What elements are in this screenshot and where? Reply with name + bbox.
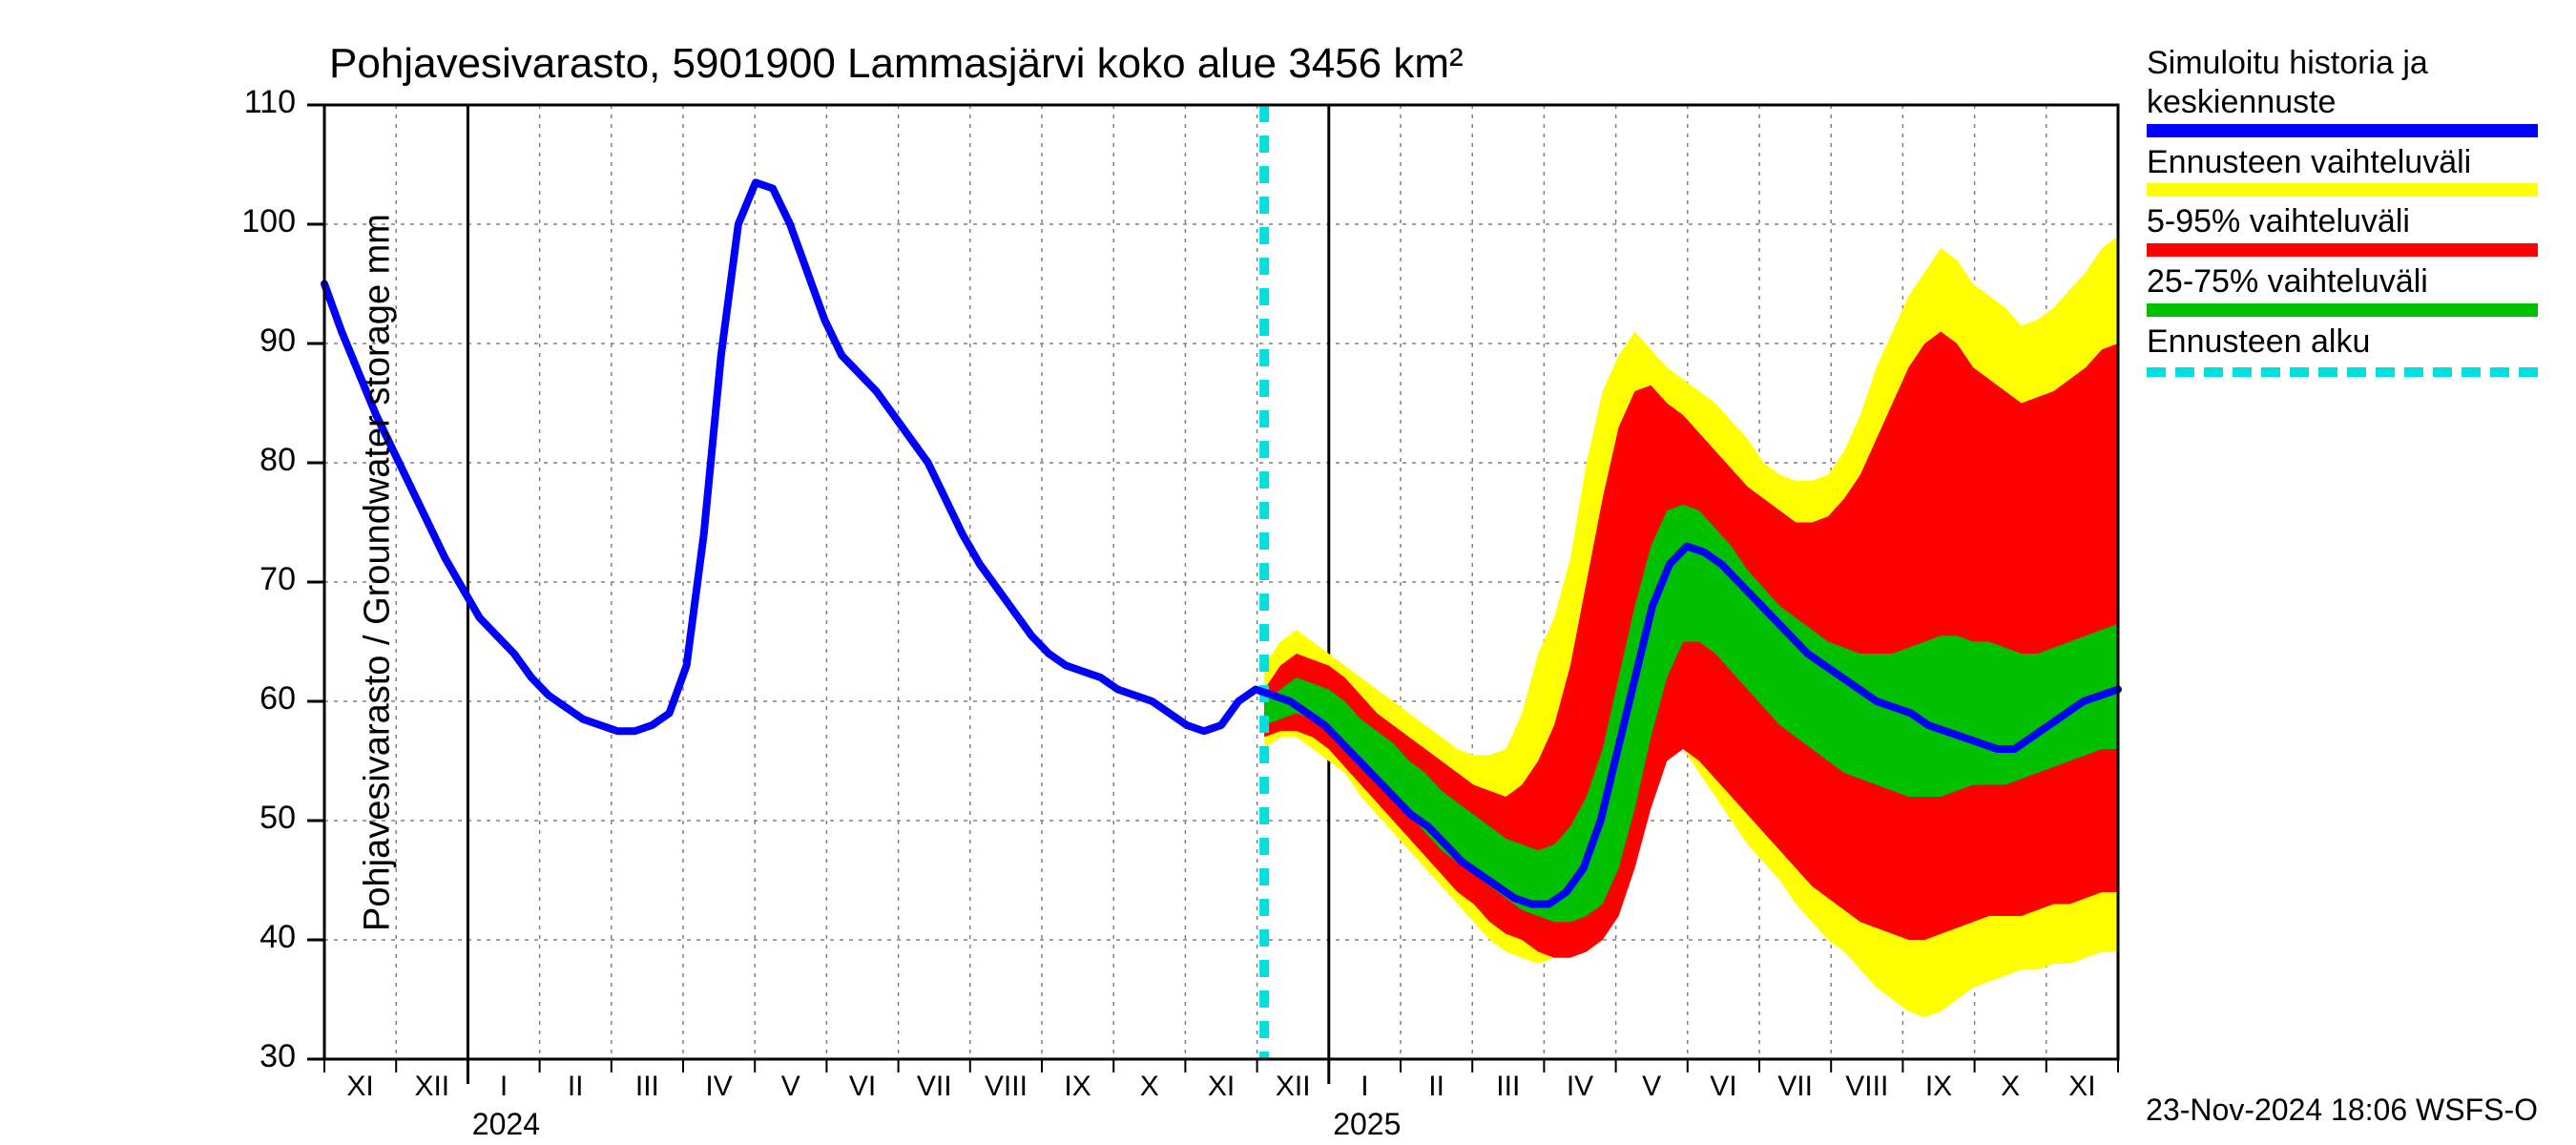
legend-label: Simuloitu historia ja keskiennuste xyxy=(2147,44,2538,122)
x-tick-label: VII xyxy=(1777,1071,1813,1103)
legend-swatch xyxy=(2147,303,2538,317)
x-tick-label: XI xyxy=(346,1071,373,1103)
x-tick-label: IX xyxy=(1925,1071,1952,1103)
x-tick-label: V xyxy=(1642,1071,1661,1103)
x-tick-label: VIII xyxy=(985,1071,1028,1103)
x-tick-label: XII xyxy=(1276,1071,1311,1103)
y-tick-label: 70 xyxy=(219,561,296,598)
legend-label: Ennusteen alku xyxy=(2147,323,2538,362)
x-tick-label: III xyxy=(635,1071,659,1103)
x-tick-label: III xyxy=(1496,1071,1520,1103)
year-label: 2024 xyxy=(472,1107,540,1142)
y-tick-label: 50 xyxy=(219,800,296,837)
x-tick-label: II xyxy=(1428,1071,1444,1103)
legend-swatch xyxy=(2147,183,2538,197)
x-tick-label: XI xyxy=(1208,1071,1235,1103)
legend-item: 25-75% vaihteluväli xyxy=(2147,262,2538,317)
chart-title: Pohjavesivarasto, 5901900 Lammasjärvi ko… xyxy=(329,40,1464,88)
x-tick-label: I xyxy=(500,1071,508,1103)
y-tick-label: 40 xyxy=(219,919,296,956)
legend-item: 5-95% vaihteluväli xyxy=(2147,202,2538,257)
x-tick-label: XI xyxy=(2068,1071,2095,1103)
legend-label: Ennusteen vaihteluväli xyxy=(2147,143,2538,182)
hydrograph-chart: Pohjavesivarasto / Groundwater storage m… xyxy=(0,0,2576,1145)
legend-label: 25-75% vaihteluväli xyxy=(2147,262,2538,302)
y-tick-label: 100 xyxy=(219,203,296,240)
y-axis-title: Pohjavesivarasto / Groundwater storage m… xyxy=(357,214,398,931)
chart-footer: 23-Nov-2024 18:06 WSFS-O xyxy=(2146,1093,2538,1128)
x-tick-label: IV xyxy=(705,1071,732,1103)
y-tick-label: 80 xyxy=(219,442,296,479)
legend-swatch xyxy=(2147,367,2538,377)
x-tick-label: V xyxy=(781,1071,800,1103)
x-tick-label: VIII xyxy=(1845,1071,1888,1103)
legend-item: Ennusteen alku xyxy=(2147,323,2538,377)
x-tick-label: VI xyxy=(849,1071,876,1103)
x-tick-label: X xyxy=(2001,1071,2020,1103)
x-tick-label: II xyxy=(568,1071,584,1103)
x-tick-label: I xyxy=(1361,1071,1368,1103)
y-tick-label: 90 xyxy=(219,323,296,360)
legend: Simuloitu historia ja keskiennuste Ennust… xyxy=(2147,44,2538,383)
legend-item: Simuloitu historia ja keskiennuste xyxy=(2147,44,2538,137)
x-tick-label: IX xyxy=(1064,1071,1091,1103)
legend-label: 5-95% vaihteluväli xyxy=(2147,202,2538,241)
year-label: 2025 xyxy=(1333,1107,1401,1142)
x-tick-label: XII xyxy=(414,1071,449,1103)
x-tick-label: VII xyxy=(917,1071,952,1103)
y-tick-label: 110 xyxy=(219,84,296,121)
y-tick-label: 60 xyxy=(219,680,296,718)
legend-swatch xyxy=(2147,243,2538,257)
x-tick-label: VI xyxy=(1710,1071,1736,1103)
x-tick-label: IV xyxy=(1567,1071,1593,1103)
y-tick-label: 30 xyxy=(219,1038,296,1075)
legend-item: Ennusteen vaihteluväli xyxy=(2147,143,2538,198)
legend-swatch xyxy=(2147,124,2538,137)
x-tick-label: X xyxy=(1140,1071,1159,1103)
